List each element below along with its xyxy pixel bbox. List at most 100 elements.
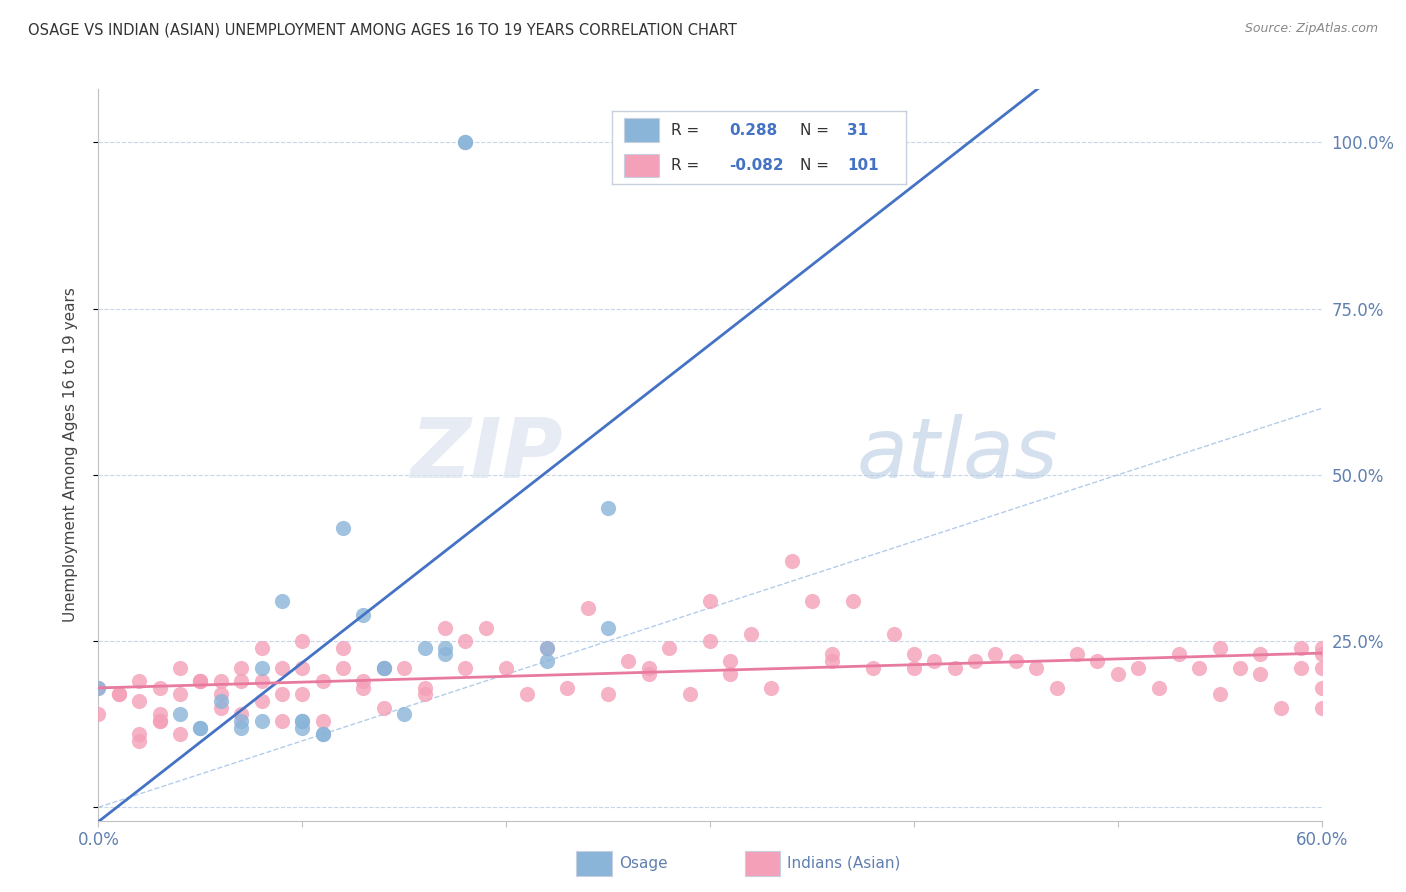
Point (250, 673, 273, 688)
Point (1167, 648, 1189, 662)
Point (943, 661, 966, 675)
Point (231, 707, 253, 722)
Point (780, 554, 803, 568)
Text: 0.288: 0.288 (730, 123, 778, 137)
Point (87, 707, 110, 722)
Point (434, 648, 457, 662)
Point (434, 640, 457, 655)
Point (1107, 667, 1129, 681)
Point (617, 136, 640, 150)
Point (699, 634, 721, 648)
Point (188, 673, 212, 688)
Point (454, 661, 477, 675)
Point (841, 594, 863, 608)
Point (1209, 640, 1232, 655)
Point (169, 727, 191, 741)
Point (1310, 681, 1333, 695)
Point (392, 707, 416, 722)
Text: R =: R = (671, 158, 699, 173)
Point (352, 673, 374, 688)
Text: OSAGE VS INDIAN (ASIAN) UNEMPLOYMENT AMONG AGES 16 TO 19 YEARS CORRELATION CHART: OSAGE VS INDIAN (ASIAN) UNEMPLOYMENT AMO… (28, 22, 737, 37)
Point (312, 673, 335, 688)
Point (536, 640, 558, 655)
Point (188, 673, 212, 688)
Point (495, 661, 517, 675)
Point (209, 694, 232, 708)
Point (1188, 661, 1211, 675)
Text: ZIP: ZIP (411, 415, 564, 495)
Point (149, 714, 172, 728)
Point (413, 687, 436, 701)
Point (454, 634, 477, 648)
Point (454, 136, 477, 150)
Point (557, 681, 579, 695)
Point (1066, 648, 1088, 662)
Point (352, 681, 374, 695)
Point (984, 648, 1007, 662)
Point (108, 687, 131, 701)
Point (108, 687, 131, 701)
Point (1209, 687, 1232, 701)
Point (209, 687, 232, 701)
Point (761, 681, 783, 695)
Point (188, 721, 212, 735)
Point (1291, 661, 1313, 675)
Point (965, 654, 987, 668)
Point (821, 648, 844, 662)
Point (1229, 661, 1251, 675)
Point (231, 721, 253, 735)
Point (209, 700, 232, 714)
Point (149, 714, 172, 728)
Point (392, 661, 416, 675)
Point (332, 640, 354, 655)
Point (373, 661, 395, 675)
Point (536, 654, 558, 668)
Point (1291, 640, 1313, 655)
Point (188, 721, 212, 735)
Text: Osage: Osage (619, 856, 668, 871)
Point (536, 640, 558, 655)
Point (1310, 640, 1333, 655)
Point (434, 621, 457, 635)
Point (169, 707, 191, 722)
Point (128, 694, 150, 708)
Point (352, 607, 374, 622)
Point (658, 640, 681, 655)
Point (312, 727, 335, 741)
Point (373, 661, 395, 675)
Point (801, 136, 824, 150)
Y-axis label: Unemployment Among Ages 16 to 19 years: Unemployment Among Ages 16 to 19 years (63, 287, 77, 623)
Point (598, 687, 620, 701)
Point (332, 521, 354, 535)
Point (87, 681, 110, 695)
Point (169, 661, 191, 675)
Point (576, 600, 599, 615)
Text: N =: N = (800, 123, 830, 137)
Point (312, 714, 335, 728)
Point (291, 714, 314, 728)
Point (699, 594, 721, 608)
Bar (624, 119, 659, 142)
Point (149, 681, 172, 695)
Point (128, 727, 150, 741)
Point (516, 687, 538, 701)
Point (883, 627, 905, 641)
Point (474, 621, 498, 635)
Point (1310, 648, 1333, 662)
Point (231, 714, 253, 728)
Point (598, 621, 620, 635)
Point (740, 627, 762, 641)
Point (801, 594, 824, 608)
Point (638, 661, 661, 675)
Point (1249, 667, 1271, 681)
Point (1249, 648, 1271, 662)
Point (231, 661, 253, 675)
Point (1147, 681, 1170, 695)
Point (862, 661, 884, 675)
Point (598, 501, 620, 516)
Point (250, 661, 273, 675)
Point (720, 654, 742, 668)
Point (291, 661, 314, 675)
Point (617, 654, 640, 668)
Point (332, 661, 354, 675)
